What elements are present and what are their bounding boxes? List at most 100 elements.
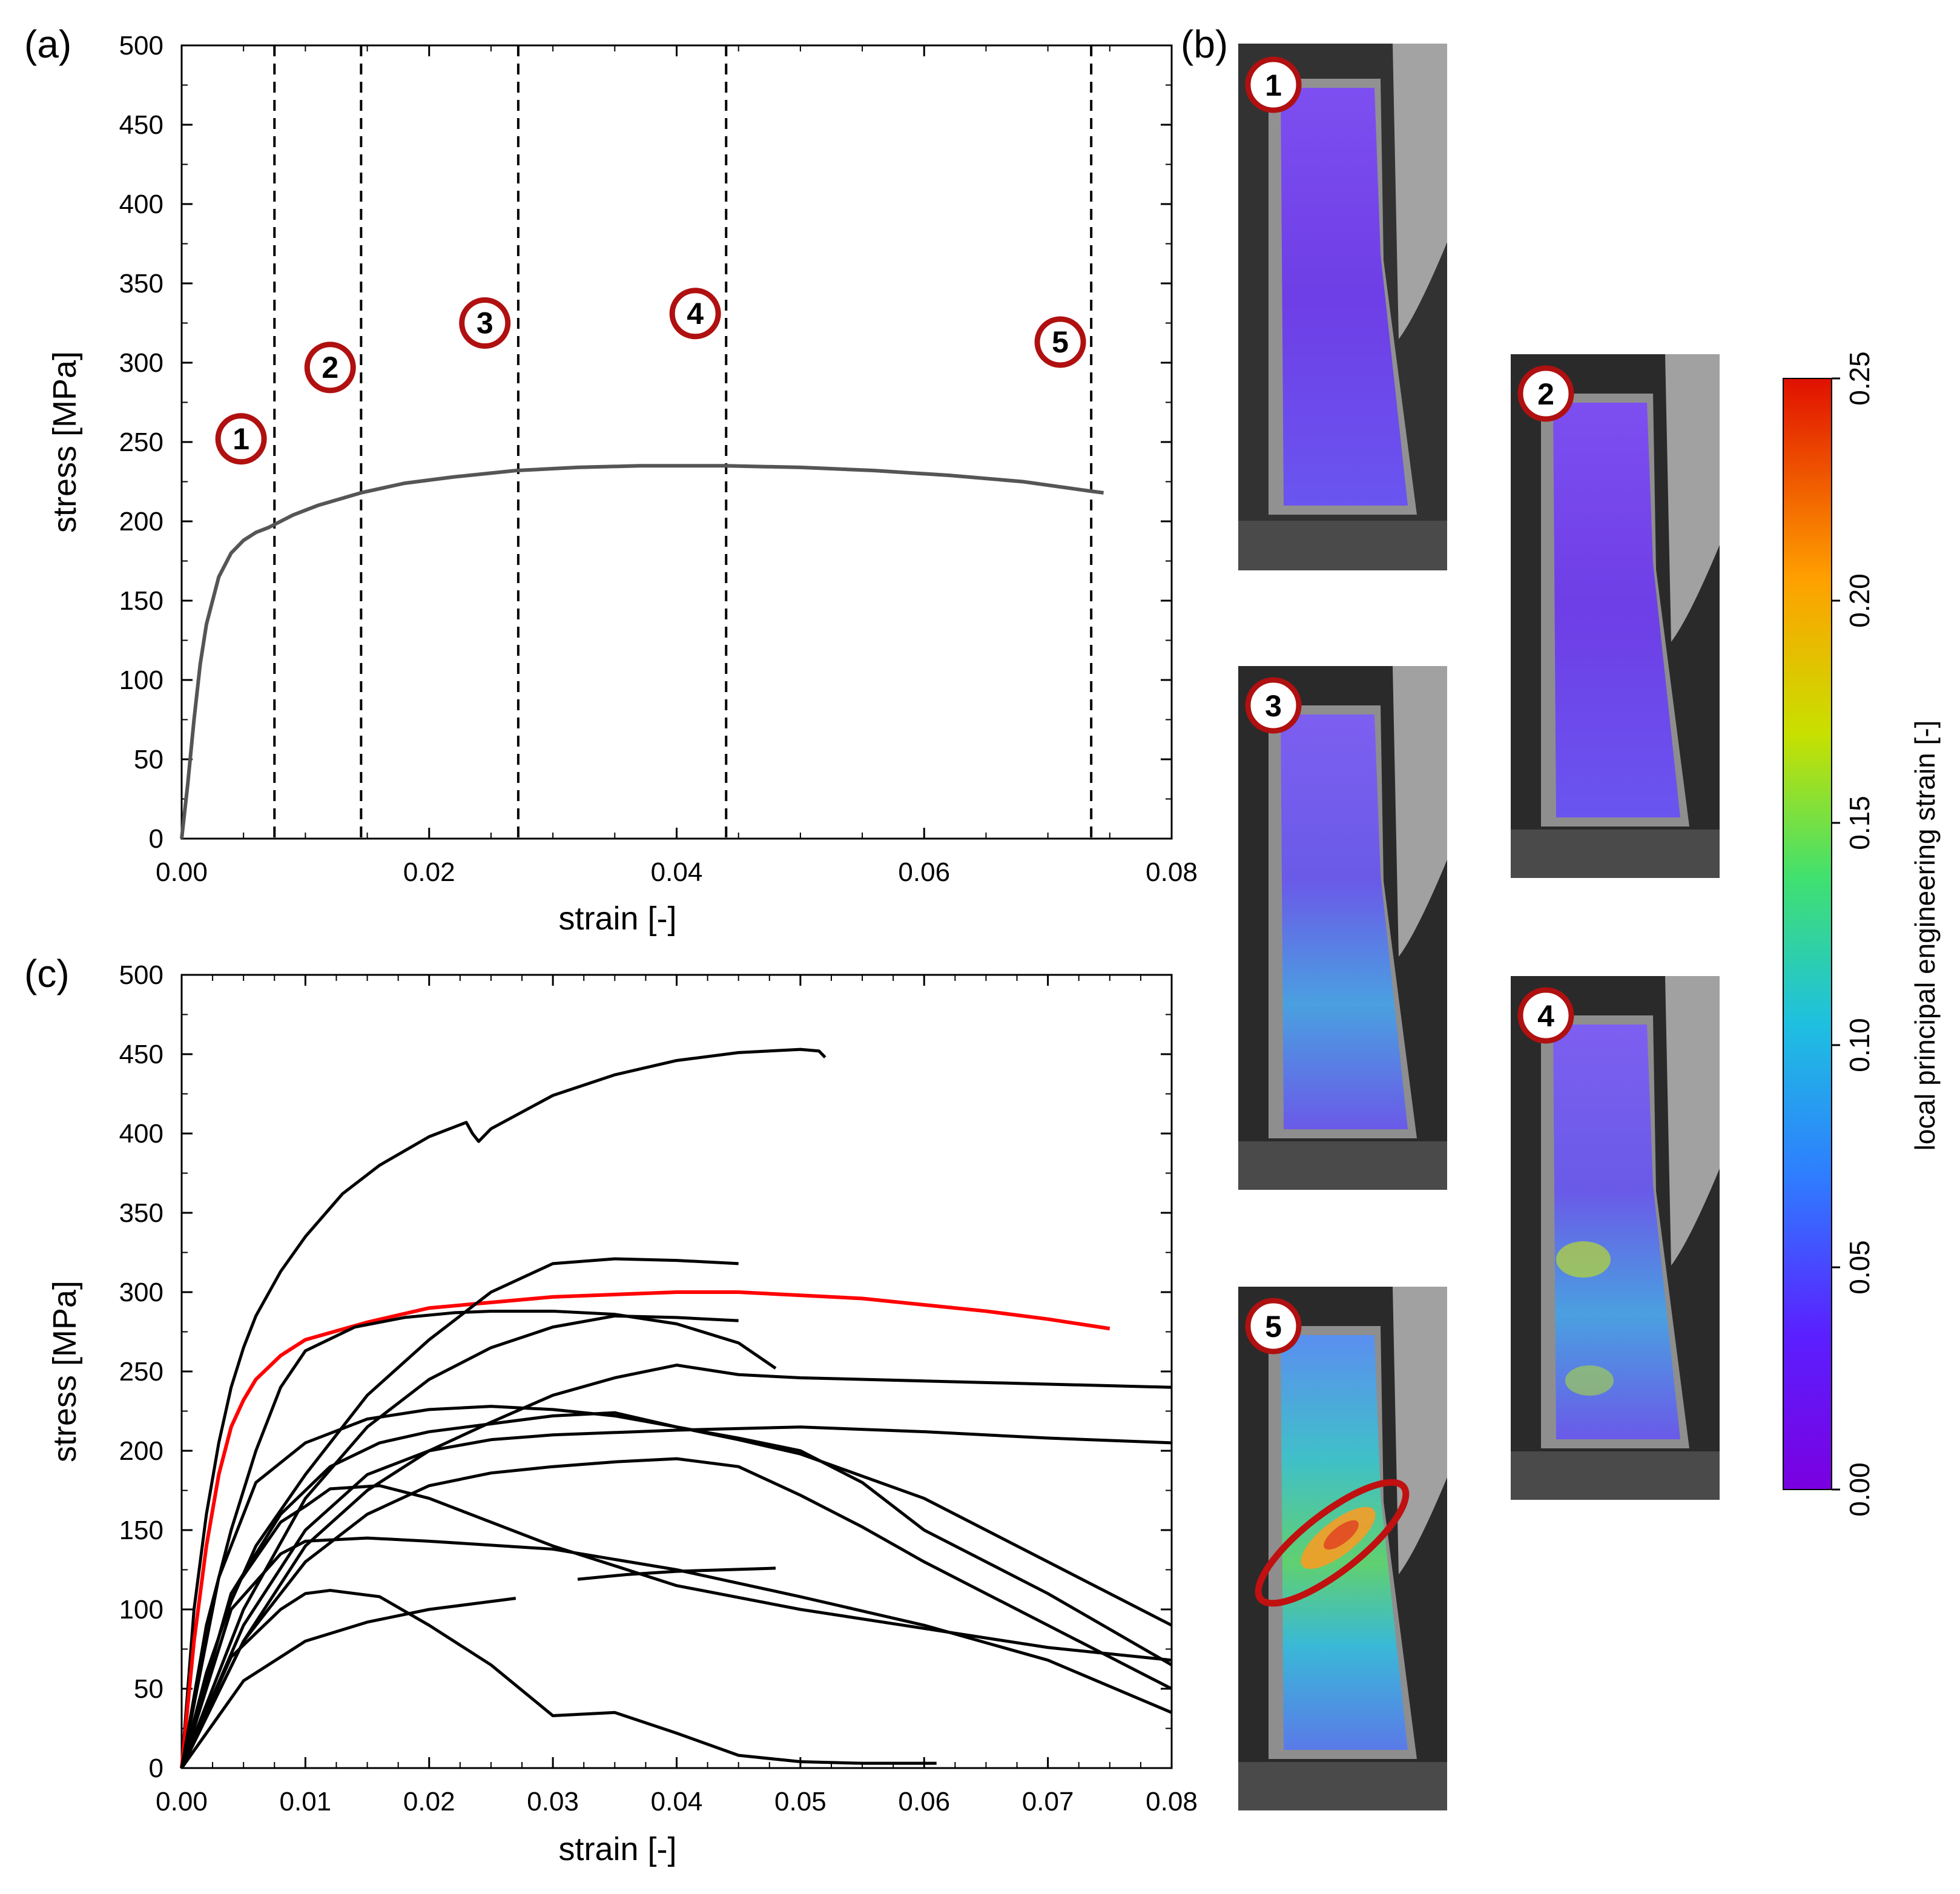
stage-marker-text-5: 5 xyxy=(1052,325,1069,359)
panel-c-ytick-label: 450 xyxy=(119,1040,163,1069)
panel-c-curve-s3 xyxy=(180,1257,739,1769)
snapshot-4-marker xyxy=(1517,987,1574,1044)
panel-c-xtick-label: 0.07 xyxy=(1022,1787,1074,1816)
panel-c-frame xyxy=(180,974,1173,1769)
dic-snapshot-4: 4 xyxy=(1511,976,1720,1500)
dic-snapshot-1: 1 xyxy=(1238,44,1447,570)
snapshot-1-marker xyxy=(1245,56,1302,113)
panel-c-curve-s9 xyxy=(180,1411,1173,1769)
dic-snapshot-2: 2 xyxy=(1511,354,1720,878)
panel-c-ticks: 0.00 0.01 0.02 0.03 0.04 0.05 0.06 0.07 0.08 0 50 1… xyxy=(119,960,1198,1816)
panel-a-xtick-label: 0.08 xyxy=(1146,857,1198,887)
panel-c-chart: (c) 0.00 0.01 0.02 0.03 0.04 0.05 0.06 0.07 0.08… xyxy=(24,952,1198,1867)
stage-marker-text-3: 3 xyxy=(477,306,493,340)
snapshot-5-marker xyxy=(1245,1298,1302,1355)
panel-a-ytick-label: 250 xyxy=(119,427,163,457)
colorbar-tick-label: 0.25 xyxy=(1844,351,1875,406)
panel-a-ytick-label: 450 xyxy=(119,110,163,140)
panel-a-ytick-label: 200 xyxy=(119,507,163,536)
panel-c-ytick-label: 150 xyxy=(119,1516,163,1545)
panel-c-curve-s10 xyxy=(180,1457,1173,1769)
panel-c-curve-s5 xyxy=(180,1314,739,1769)
panel-c-ytick-label: 350 xyxy=(119,1198,163,1228)
snapshot-1-marker-text: 1 xyxy=(1265,68,1282,102)
dic-snapshot-3: 3 xyxy=(1238,666,1447,1190)
panel-c-curve-s1 xyxy=(180,1048,827,1769)
stage-marker-text-4: 4 xyxy=(687,297,704,331)
stage-marker-3 xyxy=(459,297,511,349)
stage-marker-5 xyxy=(1034,316,1086,368)
colorbar-tick-label: 0.05 xyxy=(1844,1240,1875,1295)
snapshot-5-marker-text: 5 xyxy=(1265,1310,1282,1344)
colorbar-tick-label: 0.15 xyxy=(1844,796,1875,850)
panel-c-xtick-label: 0.00 xyxy=(156,1787,208,1816)
stage-marker-2 xyxy=(304,342,356,394)
panel-a-ytick-label: 500 xyxy=(119,31,163,61)
snapshot-2-strain-field xyxy=(1553,403,1680,817)
panel-a-stage-lines xyxy=(273,45,1093,839)
panel-a-ylabel: stress [MPa] xyxy=(47,351,83,533)
panel-c-ylabel: stress [MPa] xyxy=(47,1281,83,1462)
stage-marker-4 xyxy=(669,288,721,340)
panel-a-series xyxy=(180,464,1104,839)
panel-c-curve-s13 xyxy=(180,1589,937,1769)
panel-a-xtick-label: 0.06 xyxy=(898,857,950,887)
panel-c-xtick-label: 0.03 xyxy=(527,1787,579,1816)
panel-c-ytick-label: 0 xyxy=(149,1754,163,1783)
panel-c-xtick-label: 0.02 xyxy=(403,1787,455,1816)
panel-c-xtick-label: 0.01 xyxy=(280,1787,332,1816)
panel-a-ytick-label: 400 xyxy=(119,190,163,219)
panel-c-xlabel: strain [-] xyxy=(558,1831,676,1867)
panel-c-curve-s4 xyxy=(180,1309,777,1769)
panel-c-xtick-label: 0.04 xyxy=(651,1787,703,1816)
snapshot-3-marker-text: 3 xyxy=(1265,689,1282,723)
colorbar: 0.00 0.05 0.10 0.15 0.20 0.25 local principal… xyxy=(1783,351,1941,1517)
panel-c-curve-s6 xyxy=(180,1364,1172,1769)
panel-b-label: (b) xyxy=(1181,22,1228,66)
panel-a-ytick-label: 0 xyxy=(149,824,163,854)
snapshot-3-strain-field xyxy=(1281,714,1408,1129)
snapshot-4-marker-text: 4 xyxy=(1537,999,1554,1033)
panel-a-frame xyxy=(180,44,1173,840)
panel-c-ytick-label: 200 xyxy=(119,1436,163,1466)
panel-a-curve xyxy=(180,464,1104,839)
panel-a-ytick-label: 300 xyxy=(119,348,163,378)
snapshot-3-marker xyxy=(1245,677,1302,734)
panel-a-label: (a) xyxy=(24,22,71,66)
panel-a-ytick-label: 350 xyxy=(119,269,163,299)
panel-a-xlabel: strain [-] xyxy=(558,900,676,937)
dic-snapshot-5: 5 xyxy=(1238,1287,1447,1810)
panel-c-ytick-label: 100 xyxy=(119,1595,163,1625)
panel-a-ytick-label: 100 xyxy=(119,665,163,695)
panel-c-curve-s2-red xyxy=(180,1290,1110,1769)
panel-c-xtick-label: 0.08 xyxy=(1146,1787,1198,1816)
panel-c-label: (c) xyxy=(24,952,70,995)
snapshot-2-marker xyxy=(1517,365,1574,422)
panel-a-chart: (a) 0.00 0.02 0.04 0.06 0.08 0 50 100 150 200 250 3… xyxy=(24,22,1198,937)
panel-c-curve-s7 xyxy=(180,1405,1173,1769)
colorbar-tick-label: 0.20 xyxy=(1844,573,1875,628)
panel-a-ytick-label: 50 xyxy=(134,745,163,774)
panel-c-xtick-label: 0.05 xyxy=(774,1787,827,1816)
panel-c-curve-s15 xyxy=(577,1566,776,1581)
panel-a-xtick-label: 0.02 xyxy=(403,857,455,887)
stage-marker-text-2: 2 xyxy=(322,351,338,384)
panel-a-stage-markers: 1 2 3 4 5 xyxy=(215,288,1086,465)
colorbar-bar xyxy=(1783,378,1832,1490)
snapshot-1-grip-glare xyxy=(1393,44,1447,339)
panel-c-curve-s12 xyxy=(180,1536,1172,1769)
panel-c-ytick-label: 500 xyxy=(119,960,163,990)
panel-a-xtick-label: 0.04 xyxy=(651,857,703,887)
panel-a-xtick-label: 0.00 xyxy=(156,857,208,887)
panel-c-curve-s14 xyxy=(180,1597,516,1769)
panel-c-xtick-label: 0.06 xyxy=(898,1787,950,1816)
snapshot-1-strain-field xyxy=(1281,88,1408,506)
panel-c-series xyxy=(180,1048,1173,1769)
panel-c-ytick-label: 250 xyxy=(119,1357,163,1387)
snapshot-5-localization-ellipse xyxy=(1255,1479,1410,1607)
panel-a-ytick-label: 150 xyxy=(119,586,163,616)
panel-c-ytick-label: 50 xyxy=(134,1674,163,1704)
snapshot-2-marker-text: 2 xyxy=(1537,377,1554,411)
panel-c-curve-s11 xyxy=(180,1484,1172,1769)
colorbar-tick-label: 0.00 xyxy=(1844,1462,1875,1517)
